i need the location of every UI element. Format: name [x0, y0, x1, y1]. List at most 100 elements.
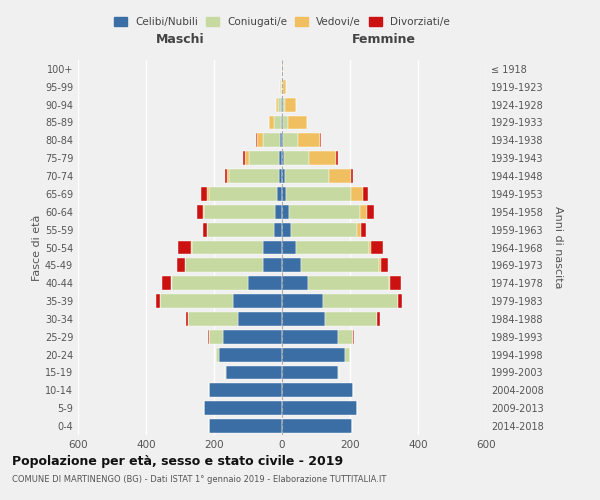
Bar: [204, 205, 275, 219]
Bar: [284, 151, 309, 165]
Bar: [361, 222, 366, 236]
Bar: [389, 276, 390, 290]
Bar: [282, 401, 357, 415]
Bar: [282, 330, 338, 344]
Bar: [172, 276, 248, 290]
Text: Femmine: Femmine: [352, 32, 416, 46]
Bar: [338, 366, 339, 380]
Bar: [209, 419, 282, 433]
Bar: [156, 294, 160, 308]
Bar: [289, 205, 360, 219]
Bar: [263, 134, 280, 147]
Bar: [219, 348, 282, 362]
Bar: [298, 134, 320, 147]
Bar: [281, 98, 282, 112]
Bar: [380, 258, 388, 272]
Bar: [329, 169, 351, 183]
Bar: [207, 187, 209, 201]
Bar: [226, 366, 282, 380]
Bar: [290, 222, 357, 236]
Bar: [276, 98, 278, 112]
Bar: [216, 348, 219, 362]
Bar: [282, 419, 352, 433]
Bar: [257, 134, 263, 147]
Bar: [263, 240, 282, 254]
Bar: [301, 258, 379, 272]
Legend: Celibi/Nubili, Coniugati/e, Vedovi/e, Divorziati/e: Celibi/Nubili, Coniugati/e, Vedovi/e, Di…: [110, 12, 454, 32]
Bar: [282, 294, 323, 308]
Text: Maschi: Maschi: [155, 32, 205, 46]
Bar: [282, 348, 345, 362]
Bar: [186, 312, 188, 326]
Bar: [282, 187, 286, 201]
Bar: [282, 312, 325, 326]
Bar: [282, 151, 284, 165]
Bar: [357, 222, 361, 236]
Bar: [283, 98, 286, 112]
Bar: [345, 348, 350, 362]
Bar: [282, 222, 290, 236]
Bar: [362, 187, 368, 201]
Bar: [377, 312, 380, 326]
Bar: [379, 258, 380, 272]
Bar: [233, 294, 282, 308]
Bar: [277, 187, 282, 201]
Bar: [248, 276, 282, 290]
Bar: [209, 187, 277, 201]
Bar: [278, 98, 281, 112]
Bar: [203, 205, 204, 219]
Bar: [197, 205, 203, 219]
Bar: [238, 312, 282, 326]
Bar: [209, 384, 282, 398]
Bar: [225, 169, 227, 183]
Bar: [274, 222, 282, 236]
Y-axis label: Anni di nascita: Anni di nascita: [553, 206, 563, 289]
Bar: [286, 98, 296, 112]
Bar: [229, 169, 278, 183]
Bar: [282, 98, 283, 112]
Bar: [269, 116, 274, 130]
Bar: [192, 240, 263, 254]
Bar: [337, 151, 338, 165]
Bar: [282, 258, 301, 272]
Y-axis label: Fasce di età: Fasce di età: [32, 214, 42, 280]
Bar: [367, 205, 374, 219]
Bar: [227, 169, 229, 183]
Bar: [325, 312, 377, 326]
Bar: [282, 276, 308, 290]
Bar: [177, 258, 185, 272]
Bar: [256, 134, 257, 147]
Bar: [283, 80, 286, 94]
Bar: [275, 205, 282, 219]
Bar: [263, 258, 282, 272]
Bar: [282, 240, 296, 254]
Bar: [338, 330, 353, 344]
Bar: [245, 151, 248, 165]
Bar: [353, 330, 354, 344]
Bar: [288, 116, 307, 130]
Bar: [207, 222, 274, 236]
Bar: [281, 116, 282, 130]
Bar: [283, 116, 288, 130]
Bar: [390, 276, 401, 290]
Bar: [280, 134, 282, 147]
Bar: [274, 116, 281, 130]
Bar: [282, 116, 283, 130]
Bar: [308, 276, 389, 290]
Bar: [185, 258, 263, 272]
Bar: [371, 240, 383, 254]
Bar: [243, 151, 245, 165]
Bar: [323, 294, 398, 308]
Bar: [398, 294, 403, 308]
Bar: [191, 240, 192, 254]
Bar: [309, 151, 337, 165]
Bar: [282, 134, 283, 147]
Bar: [351, 169, 353, 183]
Bar: [188, 312, 238, 326]
Bar: [282, 205, 289, 219]
Bar: [201, 187, 207, 201]
Bar: [296, 240, 369, 254]
Text: COMUNE DI MARTINENGO (BG) - Dati ISTAT 1° gennaio 2019 - Elaborazione TUTTITALIA: COMUNE DI MARTINENGO (BG) - Dati ISTAT 1…: [12, 475, 386, 484]
Bar: [203, 222, 206, 236]
Bar: [360, 205, 367, 219]
